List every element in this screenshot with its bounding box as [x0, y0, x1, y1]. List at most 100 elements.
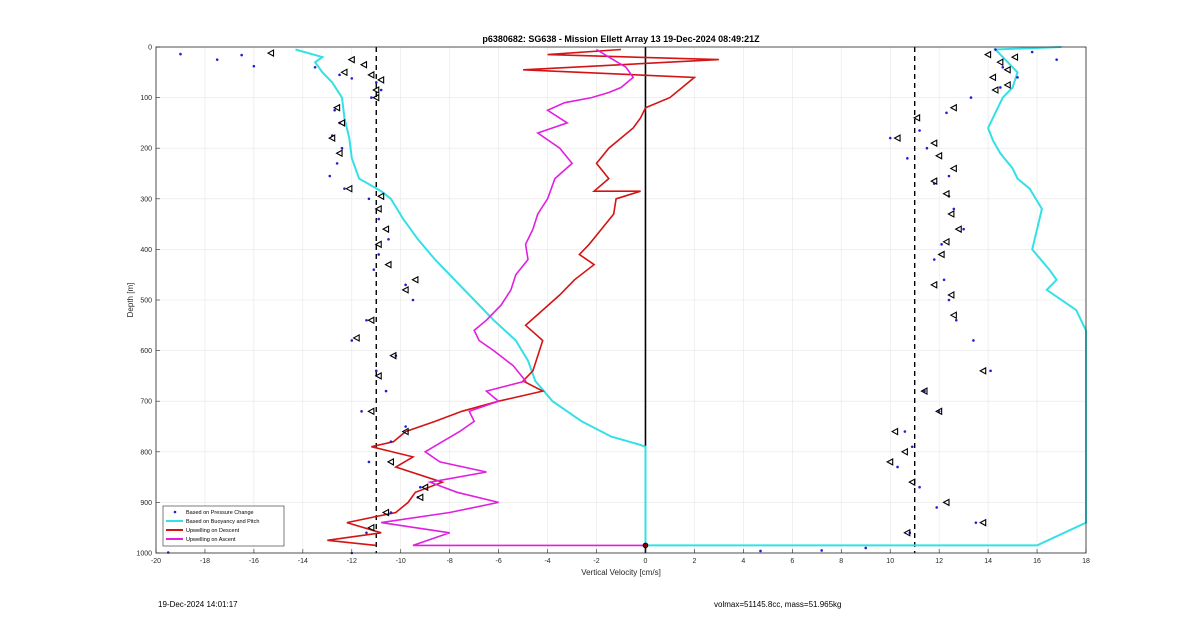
triangle-marker [979, 518, 987, 527]
triangle-marker [991, 86, 999, 94]
pressure-change-point [328, 174, 332, 178]
x-tick-label: 4 [741, 558, 745, 565]
y-tick-label: 500 [140, 298, 152, 305]
pressure-change-point [918, 485, 921, 489]
x-tick-label: 18 [1082, 558, 1090, 565]
pressure-change-point [240, 53, 243, 57]
pressure-change-point [404, 425, 407, 428]
pressure-change-point [374, 81, 378, 84]
pressure-change-point [365, 318, 368, 322]
pressure-change-point [954, 318, 958, 322]
pressure-change-point [350, 77, 354, 80]
pressure-change-point [906, 157, 909, 160]
x-tick-label: -4 [544, 558, 550, 565]
y-tick-label: 0 [148, 45, 152, 52]
pressure-change-point [1001, 65, 1005, 69]
pressure-change-point [974, 521, 978, 524]
pressure-change-point [343, 187, 346, 190]
x-tick-label: -8 [447, 558, 453, 565]
pressure-change-point [937, 410, 941, 413]
marker-group [166, 48, 1058, 555]
pressure-change-point [367, 460, 371, 464]
buoyancy-pitch-ascent-line [645, 46, 1087, 547]
pressure-change-point [940, 243, 943, 246]
pressure-change-point [313, 65, 317, 69]
triangle-marker [947, 210, 955, 218]
triangle-marker [328, 134, 336, 143]
triangle-marker [386, 457, 394, 466]
pressure-change-point [335, 162, 339, 165]
pressure-change-point [925, 146, 929, 150]
pressure-change-point [969, 96, 973, 99]
buoyancy-pitch-descent-line [295, 48, 647, 546]
triangle-marker [367, 70, 375, 79]
pressure-change-point [365, 531, 368, 535]
y-tick-label: 900 [140, 500, 152, 507]
triangle-marker [337, 118, 346, 127]
pressure-change-point [999, 86, 1002, 89]
y-tick-label: 400 [140, 247, 152, 254]
pressure-change-point [374, 369, 378, 373]
pressure-change-point [360, 410, 363, 413]
triangle-marker [1003, 65, 1011, 74]
pressure-change-point [972, 339, 975, 342]
pressure-change-point [923, 389, 926, 393]
triangle-marker [893, 134, 901, 143]
pressure-change-point [918, 129, 921, 132]
pressure-change-point [333, 108, 336, 112]
triangle-marker [367, 523, 375, 532]
pressure-change-point [387, 237, 390, 241]
triangle-marker [983, 50, 992, 59]
triangle-marker [1010, 53, 1019, 62]
triangle-marker [942, 498, 950, 507]
pressure-change-point [252, 64, 256, 68]
upwelling-ascent-line [381, 48, 646, 547]
x-tick-label: 12 [935, 558, 943, 565]
triangle-marker [352, 334, 360, 342]
triangle-marker [401, 285, 409, 294]
legend-box [162, 505, 285, 547]
triangle-marker [947, 291, 955, 299]
y-tick-label: 100 [140, 95, 152, 102]
pressure-change-point [962, 227, 965, 231]
pressure-change-point [372, 268, 376, 271]
triangle-marker [954, 225, 962, 234]
triangle-marker [908, 478, 916, 487]
legend-entry-label: Upwelling on Ascent [186, 537, 236, 543]
pressure-change-point [888, 136, 892, 140]
x-tick-label: -2 [593, 558, 599, 565]
x-tick-label: -16 [249, 558, 259, 565]
triangle-marker [332, 103, 341, 112]
triangle-marker [374, 240, 382, 249]
triangle-marker [942, 189, 950, 198]
triangle-marker [372, 86, 380, 94]
x-tick-label: 8 [839, 558, 843, 565]
legend-entry-label: Based on Buoyancy and Pitch [186, 519, 259, 525]
pressure-change-point [759, 549, 762, 553]
triangle-marker [935, 151, 943, 160]
pressure-change-point [989, 369, 992, 373]
triangle-marker [996, 58, 1004, 67]
pressure-change-point [994, 48, 997, 51]
legend-swatch-marker [173, 510, 177, 514]
triangle-marker [988, 73, 997, 82]
x-tick-label: 10 [886, 558, 894, 565]
pressure-change-point [896, 465, 899, 469]
triangle-marker [979, 366, 987, 375]
triangle-marker [942, 237, 950, 246]
pressure-change-point [864, 546, 868, 550]
pressure-change-point [932, 258, 936, 261]
triangle-marker [949, 103, 957, 112]
pressure-change-point [350, 339, 354, 342]
pressure-change-point [340, 146, 344, 150]
triangle-marker [903, 528, 911, 537]
triangle-marker [367, 407, 375, 416]
pressure-change-point [379, 88, 383, 92]
pressure-change-point [947, 298, 951, 302]
x-tick-label: -20 [151, 558, 161, 565]
y-tick-label: 600 [140, 348, 152, 355]
x-tick-label: 0 [644, 558, 648, 565]
triangle-marker [920, 387, 928, 396]
triangle-marker [359, 60, 368, 69]
triangle-marker [930, 139, 938, 148]
